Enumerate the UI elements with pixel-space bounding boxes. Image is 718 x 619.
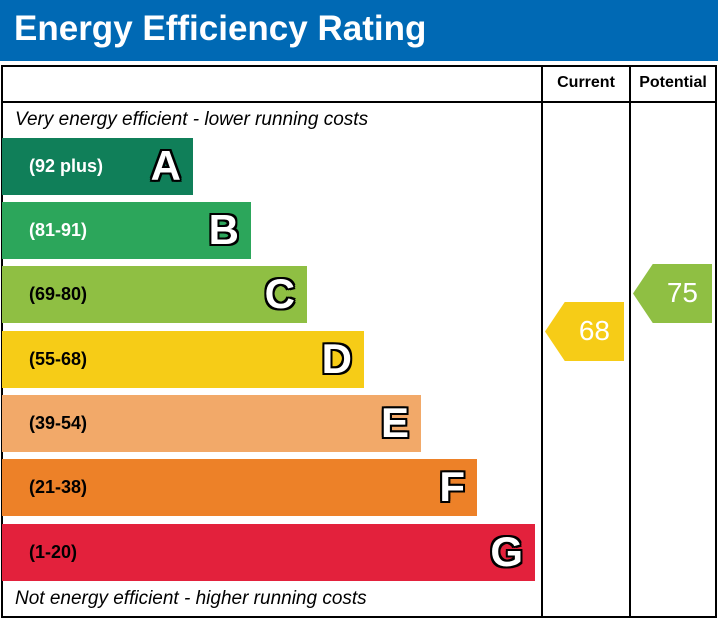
potential-rating-value: 75 (666, 277, 698, 308)
band-letter: D (321, 335, 352, 382)
band-range: (92 plus) (29, 156, 104, 176)
current-rating-arrow: 68 (545, 302, 624, 361)
column-divider (629, 65, 631, 618)
band-range: (1-20) (29, 542, 78, 562)
band-c: (69-80) C (2, 266, 307, 323)
potential-rating-arrow: 75 (633, 264, 712, 323)
band-f: (21-38) F (2, 459, 477, 516)
column-divider (541, 65, 543, 618)
band-range: (69-80) (29, 284, 88, 304)
bottom-note: Not energy efficient - higher running co… (15, 588, 367, 609)
band-letter: E (380, 399, 409, 446)
band-letter: C (264, 270, 295, 317)
band-b: (81-91) B (2, 202, 251, 259)
current-rating-value: 68 (578, 315, 610, 346)
title-bar: Energy Efficiency Rating (0, 0, 718, 61)
column-header-current: Current (557, 74, 615, 91)
top-note: Very energy efficient - lower running co… (15, 109, 369, 130)
chart-title: Energy Efficiency Rating (14, 9, 427, 48)
band-letter: A (150, 142, 181, 189)
band-range: (39-54) (29, 413, 88, 433)
header-divider (1, 101, 717, 103)
band-letter: F (439, 463, 465, 510)
band-g: (1-20) G (2, 524, 535, 581)
band-a: (92 plus) A (2, 138, 193, 195)
band-letter: B (208, 206, 239, 253)
band-range: (21-38) (29, 477, 88, 497)
band-range: (81-91) (29, 220, 88, 240)
band-e: (39-54) E (2, 395, 421, 452)
column-header-potential: Potential (639, 74, 707, 91)
band-d: (55-68) D (2, 331, 364, 388)
band-range: (55-68) (29, 349, 88, 369)
band-letter: G (490, 528, 523, 575)
